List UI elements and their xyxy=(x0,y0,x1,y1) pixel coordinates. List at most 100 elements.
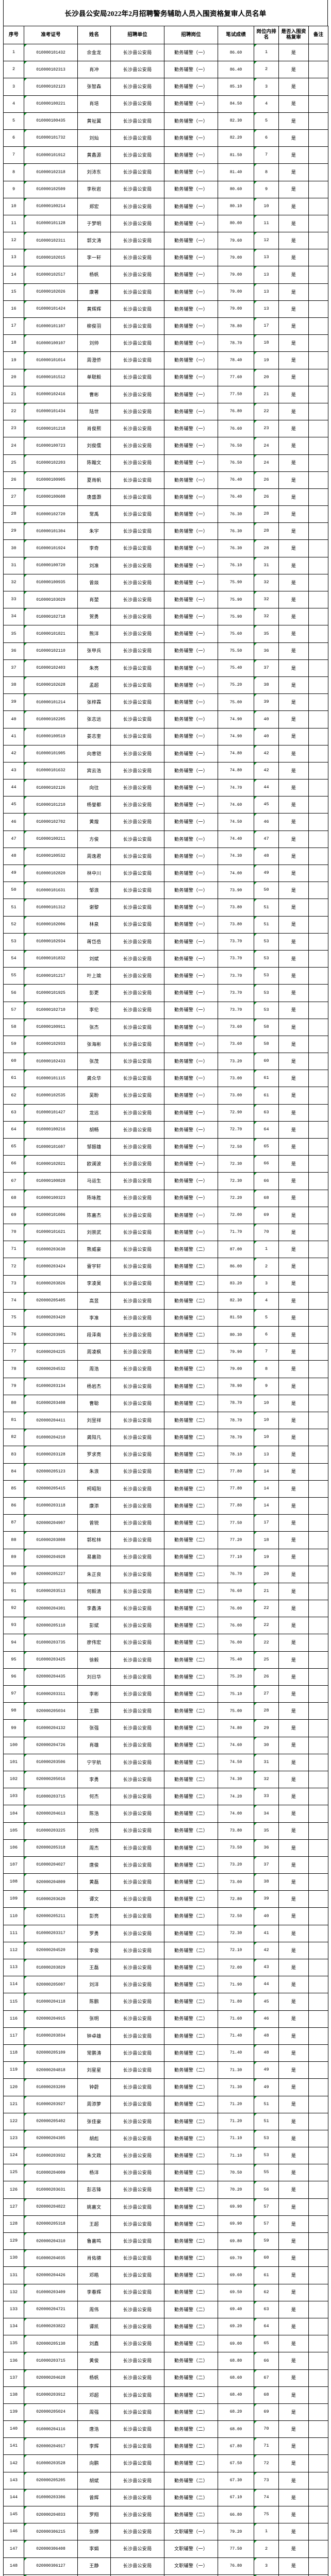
cell-score: 68.20 xyxy=(218,2403,254,2421)
cell-unit: 长沙县公安局 xyxy=(110,693,164,711)
cell-unit: 长沙县公安局 xyxy=(110,1018,164,1036)
cell-name: 邹浪 xyxy=(77,882,111,900)
cell-rank: 9 xyxy=(254,180,279,198)
cell-note xyxy=(308,2505,328,2524)
cell-rank: 68 xyxy=(254,1189,279,1207)
cell-post: 勤务辅警（二） xyxy=(164,1993,218,2011)
table-row: 76 010000203901 段泽南 长沙县公安局 勤务辅警（二） 80.30 6 是 xyxy=(3,1326,328,1344)
cell-note xyxy=(308,385,328,403)
cell-rank: 26 xyxy=(254,488,279,506)
cell-post: 勤务辅警（一） xyxy=(164,779,218,797)
table-row: 128 020000205318 王超 长沙县公安局 勤务辅警（二） 69.90 57 是 xyxy=(3,2215,328,2233)
table-row: 110 020000205211 彭亮 长沙县公安局 勤务辅警（二） 72.50 40 是 xyxy=(3,1907,328,1925)
cell-qualified: 是 xyxy=(278,1531,309,1549)
cell-rank: 28 xyxy=(254,1702,279,1720)
cell-name: 王超 xyxy=(77,2215,111,2233)
cell-seq: 40 xyxy=(3,710,24,728)
cell-qualified: 是 xyxy=(278,1121,309,1139)
cell-note xyxy=(308,813,328,831)
cell-note xyxy=(308,1121,328,1139)
cell-note xyxy=(308,2215,328,2233)
cell-score: 71.30 xyxy=(218,2061,254,2079)
cell-admission-no: 010000101732 xyxy=(24,129,78,147)
cell-admission-no: 010000101312 xyxy=(24,899,78,917)
cell-score: 81.40 xyxy=(218,163,254,181)
cell-unit: 长沙县公安局 xyxy=(110,2403,164,2421)
cell-qualified: 是 xyxy=(278,864,309,883)
cell-seq: 93 xyxy=(3,1617,24,1635)
cell-score: 72.30 xyxy=(218,1924,254,1942)
cell-seq: 98 xyxy=(3,1702,24,1720)
cell-post: 勤务辅警（二） xyxy=(164,1634,218,1652)
cell-score: 67.50 xyxy=(218,2454,254,2472)
cell-admission-no: 010000102205 xyxy=(24,710,78,728)
cell-name: 刘准 xyxy=(77,556,111,574)
cell-score: 72.00 xyxy=(218,1206,254,1224)
cell-score: 68.60 xyxy=(218,2369,254,2387)
cell-qualified: 是 xyxy=(278,984,309,1002)
cell-qualified: 是 xyxy=(278,1480,309,1498)
cell-admission-no: 010000204210 xyxy=(24,1429,78,1447)
table-row: 74 020000205405 高昱 长沙县公安局 勤务辅警（二） 82.30 4 是 xyxy=(3,1292,328,1310)
cell-name: 刘灿 xyxy=(77,129,111,147)
cell-score: 74.90 xyxy=(218,710,254,728)
cell-name: 黄煌 xyxy=(77,813,111,831)
cell-seq: 61 xyxy=(3,1070,24,1088)
cell-seq: 102 xyxy=(3,1770,24,1789)
cell-seq: 84 xyxy=(3,1463,24,1481)
cell-rank: 46 xyxy=(254,2010,279,2028)
cell-rank: 42 xyxy=(254,761,279,780)
cell-note xyxy=(308,2027,328,2045)
cell-qualified: 是 xyxy=(278,967,309,985)
cell-name: 柳俊羽 xyxy=(77,317,111,335)
cell-unit: 长沙县公安局 xyxy=(110,1736,164,1754)
cell-name: 林中川 xyxy=(77,864,111,883)
cell-rank: 19 xyxy=(254,1548,279,1566)
cell-post: 文职辅警（一） xyxy=(164,2557,218,2575)
cell-seq: 15 xyxy=(3,283,24,301)
cell-seq: 115 xyxy=(3,1993,24,2011)
cell-post: 勤务辅警（二） xyxy=(164,1429,218,1447)
cell-post: 勤务辅警（二） xyxy=(164,2352,218,2370)
cell-name: 刘星星 xyxy=(77,2061,111,2079)
cell-score: 71.90 xyxy=(218,1976,254,1994)
cell-name: 肖堃 xyxy=(77,590,111,609)
cell-unit: 长沙县公安局 xyxy=(110,1924,164,1942)
cell-seq: 60 xyxy=(3,1053,24,1071)
cell-qualified: 是 xyxy=(278,232,309,250)
cell-unit: 长沙县公安局 xyxy=(110,2181,164,2199)
cell-name: 姚嘉文 xyxy=(77,2198,111,2216)
cell-note xyxy=(308,505,328,523)
cell-name: 刘崇武 xyxy=(77,1223,111,1242)
cell-seq: 76 xyxy=(3,1326,24,1344)
cell-name: 鲁嘉鸣 xyxy=(77,2232,111,2250)
cell-unit: 长沙县公安局 xyxy=(110,1394,164,1413)
cell-unit: 长沙县公安局 xyxy=(110,1976,164,1994)
cell-qualified: 是 xyxy=(278,1394,309,1413)
cell-post: 勤务辅警（二） xyxy=(164,1685,218,1703)
table-row: 94 010000203735 廖伟宏 长沙县公安局 勤务辅警（二） 76.00 22 是 xyxy=(3,1634,328,1652)
cell-seq: 34 xyxy=(3,608,24,626)
cell-post: 勤务辅警（二） xyxy=(164,2095,218,2113)
cell-rank: 4 xyxy=(254,1292,279,1310)
cell-name: 邹振雄 xyxy=(77,1138,111,1156)
table-row: 144 010000203306 曾辉 长沙县公安局 勤务辅警（二） 67.10 74 是 xyxy=(3,2488,328,2507)
cell-note xyxy=(308,146,328,164)
cell-post: 勤务辅警（二） xyxy=(164,2027,218,2045)
cell-score: 68.80 xyxy=(218,2352,254,2370)
cell-qualified: 是 xyxy=(278,1206,309,1224)
cell-name: 彭斌 xyxy=(77,1617,111,1635)
cell-name: 李娟 xyxy=(77,2540,111,2558)
cell-seq: 22 xyxy=(3,402,24,421)
cell-rank: 67 xyxy=(254,2369,279,2387)
cell-note xyxy=(308,1258,328,1276)
cell-note xyxy=(308,2369,328,2387)
cell-post: 勤务辅警（一） xyxy=(164,1138,218,1156)
table-row: 68 010000100323 陈咏胜 长沙县公安局 勤务辅警（一） 72.20 68 是 xyxy=(3,1189,328,1207)
cell-note xyxy=(308,1053,328,1071)
cell-post: 勤务辅警（二） xyxy=(164,1805,218,1823)
cell-score: 75.40 xyxy=(218,1651,254,1669)
cell-name: 肖佑德 xyxy=(77,2249,111,2267)
cell-seq: 145 xyxy=(3,2505,24,2524)
column-header-rank: 岗位内排名 xyxy=(254,26,279,44)
